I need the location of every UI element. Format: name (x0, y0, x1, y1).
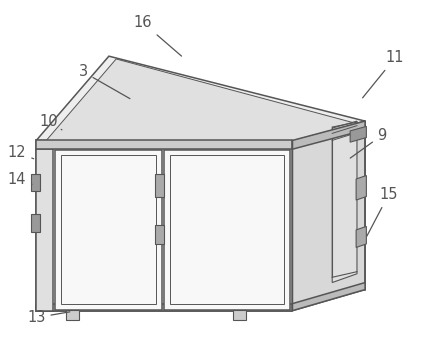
Polygon shape (292, 121, 364, 149)
Polygon shape (36, 304, 292, 311)
Polygon shape (31, 214, 40, 232)
Text: 3: 3 (78, 65, 130, 99)
Polygon shape (232, 310, 245, 320)
Polygon shape (36, 140, 292, 149)
Polygon shape (45, 59, 356, 142)
Text: 11: 11 (362, 51, 403, 98)
Polygon shape (155, 174, 164, 197)
Text: 13: 13 (27, 310, 70, 325)
Polygon shape (163, 150, 290, 310)
Text: 10: 10 (40, 114, 62, 130)
Polygon shape (331, 121, 356, 283)
Polygon shape (355, 226, 366, 247)
Text: 12: 12 (8, 145, 34, 160)
Polygon shape (349, 126, 366, 142)
Polygon shape (31, 174, 40, 191)
Text: 16: 16 (133, 15, 181, 56)
Polygon shape (292, 121, 364, 311)
Text: 14: 14 (8, 172, 32, 186)
Polygon shape (36, 140, 292, 311)
Text: 9: 9 (349, 128, 386, 158)
Polygon shape (36, 56, 364, 140)
Polygon shape (155, 225, 164, 244)
Polygon shape (292, 283, 364, 311)
Polygon shape (36, 149, 53, 311)
Polygon shape (66, 310, 79, 320)
Polygon shape (55, 150, 162, 310)
Polygon shape (355, 176, 366, 200)
Text: 15: 15 (366, 187, 397, 236)
